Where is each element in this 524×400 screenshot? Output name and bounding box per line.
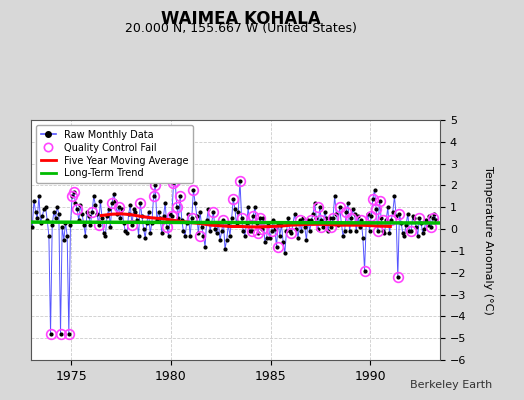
Text: Berkeley Earth: Berkeley Earth [410, 380, 493, 390]
Legend: Raw Monthly Data, Quality Control Fail, Five Year Moving Average, Long-Term Tren: Raw Monthly Data, Quality Control Fail, … [36, 125, 193, 183]
Y-axis label: Temperature Anomaly (°C): Temperature Anomaly (°C) [483, 166, 493, 314]
Text: 20.000 N, 155.667 W (United States): 20.000 N, 155.667 W (United States) [125, 22, 357, 35]
Text: WAIMEA KOHALA: WAIMEA KOHALA [161, 10, 321, 28]
